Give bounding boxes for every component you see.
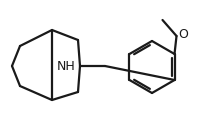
Text: NH: NH [57, 60, 75, 72]
Text: O: O [179, 28, 188, 40]
